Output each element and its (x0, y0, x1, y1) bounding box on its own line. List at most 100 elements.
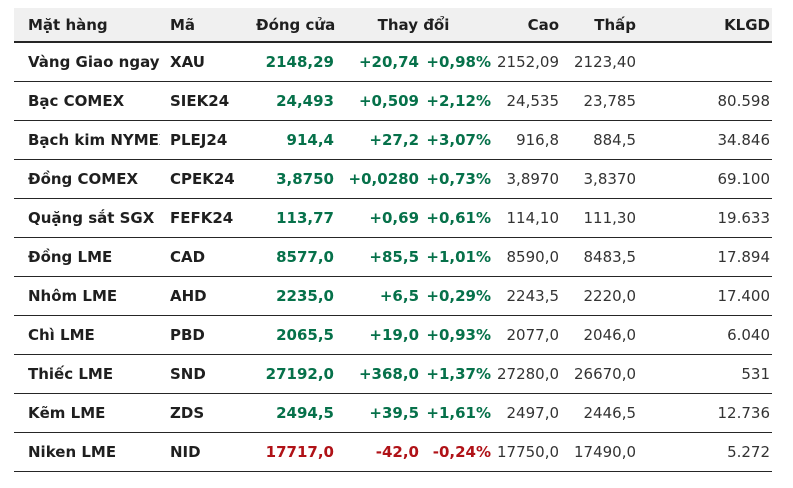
header-low: Thấp (561, 8, 639, 43)
high-price: 3,8970 (493, 159, 562, 199)
low-price: 884,5 (561, 120, 639, 160)
commodity-name: Thiếc LME (14, 354, 160, 394)
change-value: +27,2 (336, 120, 421, 160)
header-code: Mã (160, 8, 256, 43)
header-volume: KLGD (638, 8, 773, 43)
table-body: Vàng Giao ngay XAU 2148,29 +20,74 +0,98%… (14, 42, 773, 472)
table-row: Vàng Giao ngay XAU 2148,29 +20,74 +0,98%… (14, 42, 773, 82)
volume-value: 34.846 (638, 120, 773, 160)
table-row: Kẽm LME ZDS 2494,5 +39,5 +1,61% 2497,0 2… (14, 393, 773, 433)
change-value: +19,0 (336, 315, 421, 355)
close-price: 914,4 (256, 120, 336, 160)
low-price: 2123,40 (561, 42, 639, 82)
low-price: 2220,0 (561, 276, 639, 316)
commodity-name: Kẽm LME (14, 393, 160, 433)
change-value: -42,0 (336, 432, 421, 472)
change-percent: +0,93% (421, 315, 494, 355)
volume-value: 19.633 (638, 198, 773, 238)
commodity-name: Chì LME (14, 315, 160, 355)
low-price: 17490,0 (561, 432, 639, 472)
header-close: Đóng cửa (256, 8, 336, 43)
change-value: +85,5 (336, 237, 421, 277)
volume-value: 12.736 (638, 393, 773, 433)
change-percent: +1,01% (421, 237, 494, 277)
commodity-code: PLEJ24 (160, 120, 256, 160)
change-percent: +0,98% (421, 42, 494, 82)
volume-value: 17.400 (638, 276, 773, 316)
table-row: Bạc COMEX SIEK24 24,493 +0,509 +2,12% 24… (14, 81, 773, 121)
commodity-name: Quặng sắt SGX (14, 198, 160, 238)
commodity-name: Đồng COMEX (14, 159, 160, 199)
volume-value: 17.894 (638, 237, 773, 277)
close-price: 2065,5 (256, 315, 336, 355)
commodity-code: SIEK24 (160, 81, 256, 121)
change-percent: +0,73% (421, 159, 494, 199)
volume-value: 80.598 (638, 81, 773, 121)
high-price: 2152,09 (493, 42, 562, 82)
change-value: +39,5 (336, 393, 421, 433)
volume-value: 69.100 (638, 159, 773, 199)
commodity-name: Niken LME (14, 432, 160, 472)
commodity-code: PBD (160, 315, 256, 355)
commodity-price-table: Mặt hàng Mã Đóng cửa Thay đổi Cao Thấp K… (14, 8, 773, 472)
close-price: 2235,0 (256, 276, 336, 316)
table-row: Đồng COMEX CPEK24 3,8750 +0,0280 +0,73% … (14, 159, 773, 199)
commodity-code: FEFK24 (160, 198, 256, 238)
volume-value: 531 (638, 354, 773, 394)
high-price: 2243,5 (493, 276, 562, 316)
low-price: 2046,0 (561, 315, 639, 355)
low-price: 26670,0 (561, 354, 639, 394)
change-value: +0,69 (336, 198, 421, 238)
header-commodity: Mặt hàng (14, 8, 160, 43)
commodity-code: ZDS (160, 393, 256, 433)
close-price: 2494,5 (256, 393, 336, 433)
change-percent: -0,24% (421, 432, 494, 472)
close-price: 17717,0 (256, 432, 336, 472)
change-value: +368,0 (336, 354, 421, 394)
high-price: 2497,0 (493, 393, 562, 433)
commodity-code: XAU (160, 42, 256, 82)
high-price: 24,535 (493, 81, 562, 121)
close-price: 27192,0 (256, 354, 336, 394)
close-price: 24,493 (256, 81, 336, 121)
volume-value: 5.272 (638, 432, 773, 472)
change-percent: +1,37% (421, 354, 494, 394)
table-row: Thiếc LME SND 27192,0 +368,0 +1,37% 2728… (14, 354, 773, 394)
close-price: 8577,0 (256, 237, 336, 277)
high-price: 27280,0 (493, 354, 562, 394)
low-price: 2446,5 (561, 393, 639, 433)
table-row: Đồng LME CAD 8577,0 +85,5 +1,01% 8590,0 … (14, 237, 773, 277)
header-row: Mặt hàng Mã Đóng cửa Thay đổi Cao Thấp K… (14, 8, 773, 43)
close-price: 113,77 (256, 198, 336, 238)
commodity-name: Nhôm LME (14, 276, 160, 316)
change-percent: +2,12% (421, 81, 494, 121)
low-price: 3,8370 (561, 159, 639, 199)
change-percent: +0,29% (421, 276, 494, 316)
change-value: +6,5 (336, 276, 421, 316)
table-row: Nhôm LME AHD 2235,0 +6,5 +0,29% 2243,5 2… (14, 276, 773, 316)
close-price: 2148,29 (256, 42, 336, 82)
commodity-name: Bạch kim NYMEX (14, 120, 160, 160)
high-price: 2077,0 (493, 315, 562, 355)
change-percent: +0,61% (421, 198, 494, 238)
change-percent: +1,61% (421, 393, 494, 433)
header-change: Thay đổi (336, 8, 494, 43)
change-value: +0,509 (336, 81, 421, 121)
change-value: +0,0280 (336, 159, 421, 199)
table-header: Mặt hàng Mã Đóng cửa Thay đổi Cao Thấp K… (14, 8, 773, 43)
commodity-name: Bạc COMEX (14, 81, 160, 121)
volume-value: 6.040 (638, 315, 773, 355)
commodity-code: CAD (160, 237, 256, 277)
table-row: Bạch kim NYMEX PLEJ24 914,4 +27,2 +3,07%… (14, 120, 773, 160)
high-price: 916,8 (493, 120, 562, 160)
commodity-code: CPEK24 (160, 159, 256, 199)
table-row: Chì LME PBD 2065,5 +19,0 +0,93% 2077,0 2… (14, 315, 773, 355)
change-percent: +3,07% (421, 120, 494, 160)
high-price: 17750,0 (493, 432, 562, 472)
table-row: Quặng sắt SGX FEFK24 113,77 +0,69 +0,61%… (14, 198, 773, 238)
commodity-code: NID (160, 432, 256, 472)
low-price: 23,785 (561, 81, 639, 121)
change-value: +20,74 (336, 42, 421, 82)
volume-value (638, 42, 773, 82)
commodity-name: Vàng Giao ngay (14, 42, 160, 82)
